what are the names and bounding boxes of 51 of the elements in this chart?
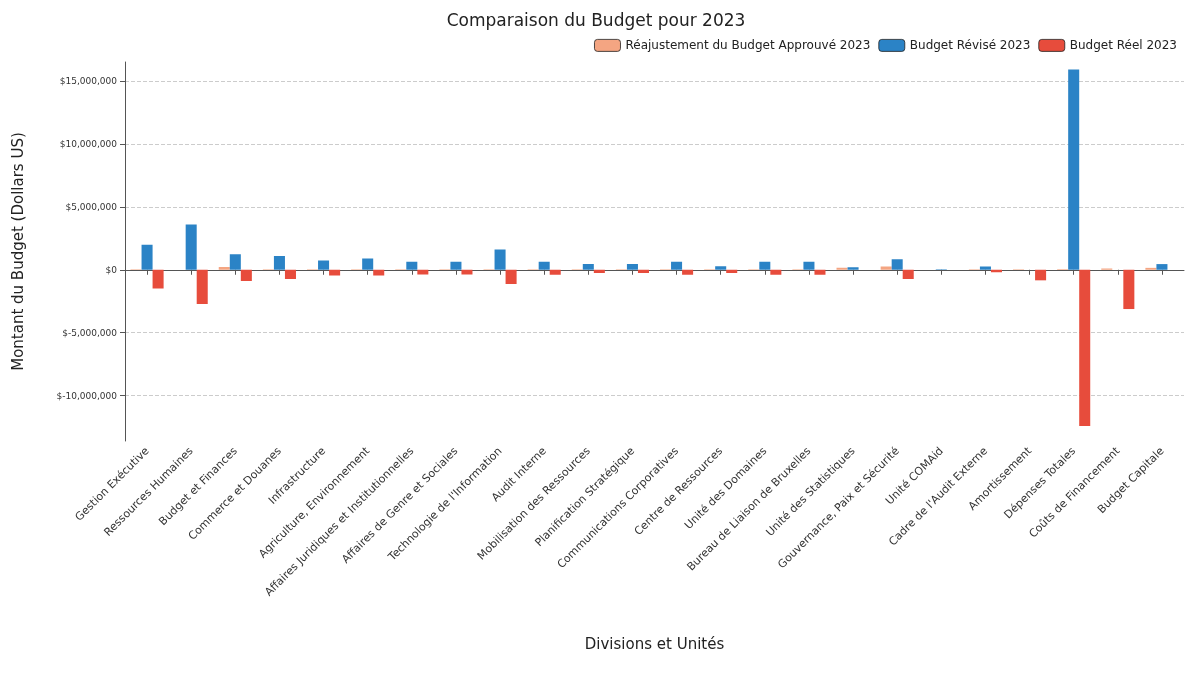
bar xyxy=(715,266,727,270)
legend-label: Budget Révisé 2023 xyxy=(909,38,1031,53)
bar xyxy=(593,269,605,273)
bar xyxy=(505,269,517,285)
bar xyxy=(549,269,561,275)
bar xyxy=(538,261,550,270)
bar xyxy=(814,269,826,275)
bar xyxy=(141,244,153,270)
bar xyxy=(318,260,330,270)
bar xyxy=(626,264,638,270)
bar xyxy=(406,261,418,270)
chart-title: Comparaison du Budget pour 2023 xyxy=(446,9,746,30)
y-tick-label: $-10,000,000 xyxy=(56,390,118,401)
y-tick-label: $-5,000,000 xyxy=(62,327,118,338)
bar xyxy=(979,266,991,270)
bar xyxy=(880,266,892,270)
legend-label: Budget Réel 2023 xyxy=(1069,38,1178,53)
bar xyxy=(284,269,296,280)
bar xyxy=(450,261,462,270)
bar xyxy=(240,269,252,281)
bar xyxy=(185,224,197,270)
y-tick-label: $10,000,000 xyxy=(59,138,118,149)
bar xyxy=(362,258,374,270)
bar xyxy=(152,269,164,289)
bar xyxy=(218,266,230,270)
bar xyxy=(891,259,903,270)
bar xyxy=(902,269,914,280)
bar xyxy=(726,269,738,273)
bar xyxy=(582,264,594,270)
bar xyxy=(1123,269,1135,310)
legend-label: Réajustement du Budget Approuvé 2023 xyxy=(625,38,871,53)
bar xyxy=(229,254,241,270)
bar xyxy=(1156,264,1168,270)
bar xyxy=(847,267,859,270)
y-axis-title: Montant du Budget (Dollars US) xyxy=(8,132,27,371)
x-axis-title: Divisions et Unités xyxy=(584,634,725,653)
bar xyxy=(803,261,815,270)
bar xyxy=(1079,269,1091,426)
bar xyxy=(273,256,285,270)
bar xyxy=(196,269,208,305)
y-tick-label: $5,000,000 xyxy=(65,201,118,212)
bar xyxy=(637,269,649,273)
bar xyxy=(682,269,694,275)
bar xyxy=(1068,69,1080,270)
y-tick-label: $15,000,000 xyxy=(59,75,118,86)
bar xyxy=(1035,269,1047,281)
y-tick-label: $0 xyxy=(105,264,118,275)
bar xyxy=(494,249,506,270)
bar xyxy=(770,269,782,275)
bar xyxy=(671,261,683,270)
bar xyxy=(759,261,771,270)
